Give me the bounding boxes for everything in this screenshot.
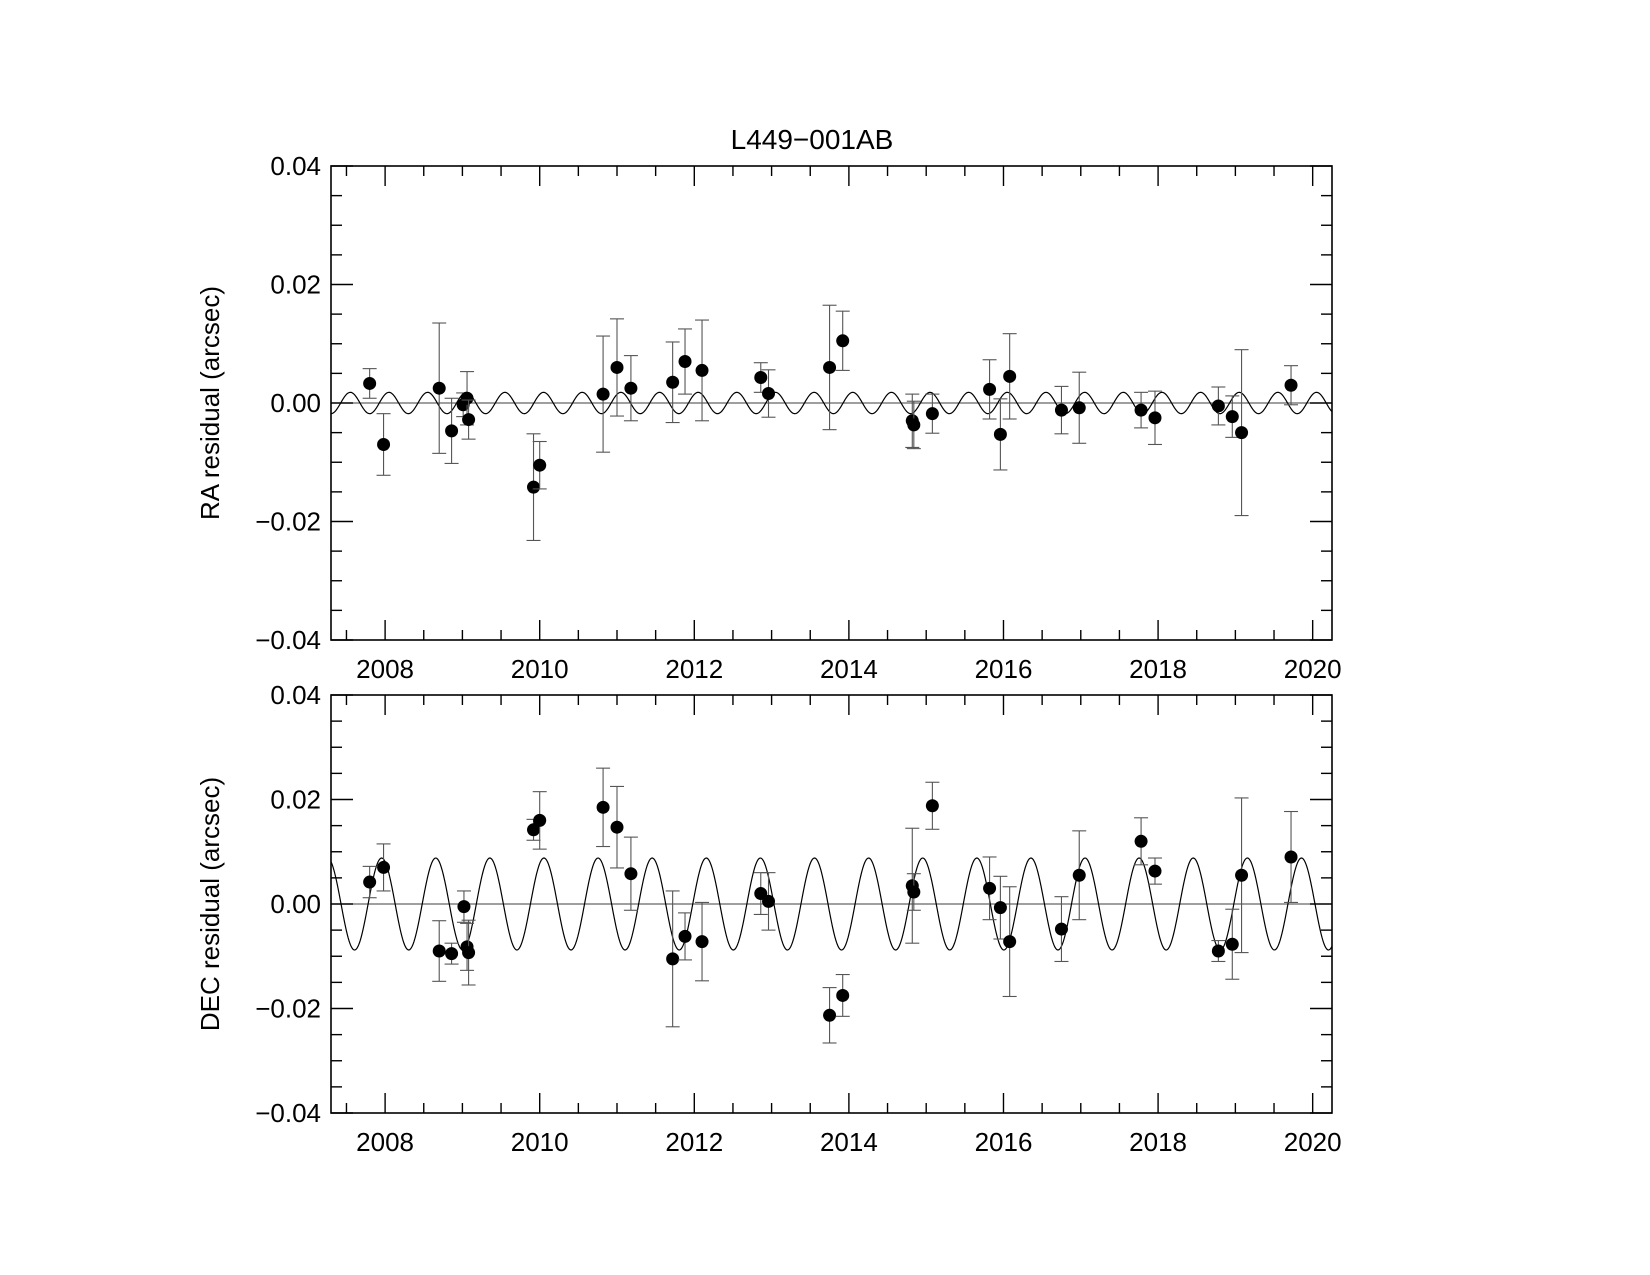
ra-x-tick-label: 2018 <box>1129 654 1187 684</box>
dec-y-axis-label: DEC residual (arcsec) <box>195 777 225 1031</box>
dec-data-point <box>762 894 776 908</box>
ra-y-axis-label: RA residual (arcsec) <box>195 286 225 520</box>
dec-data-point <box>1003 935 1017 949</box>
ra-data-point <box>596 387 610 401</box>
dec-data-point <box>678 929 692 943</box>
ra-data-point <box>1211 399 1225 413</box>
ra-data-point <box>1134 403 1148 417</box>
dec-data-point <box>836 988 850 1002</box>
dec-data-point <box>1211 944 1225 958</box>
dec-y-tick-label: 0.04 <box>270 680 321 710</box>
dec-data-point <box>363 875 377 889</box>
ra-data-point <box>666 375 680 389</box>
dec-x-tick-label: 2010 <box>511 1127 569 1157</box>
dec-data-point <box>1054 922 1068 936</box>
ra-data-point <box>754 371 768 385</box>
ra-data-point <box>907 418 921 432</box>
ra-data-point <box>823 360 837 374</box>
dec-data-point <box>445 947 459 961</box>
ra-data-point <box>1284 378 1298 392</box>
dec-data-point <box>624 867 638 881</box>
dec-data-point <box>993 901 1007 915</box>
dec-data-point <box>823 1008 837 1022</box>
dec-x-tick-label: 2018 <box>1129 1127 1187 1157</box>
dec-data-point <box>610 820 624 834</box>
ra-y-tick-label: −0.04 <box>255 625 321 655</box>
ra-data-point <box>1148 411 1162 425</box>
ra-x-tick-label: 2008 <box>356 654 414 684</box>
ra-data-point <box>527 480 541 494</box>
dec-data-point <box>983 881 997 895</box>
ra-x-tick-label: 2020 <box>1284 654 1342 684</box>
ra-data-point <box>462 413 476 427</box>
dec-x-tick-label: 2008 <box>356 1127 414 1157</box>
dec-data-point <box>1148 864 1162 878</box>
ra-model-curve <box>331 391 1332 415</box>
dec-data-point <box>527 823 541 837</box>
ra-data-point <box>432 381 446 395</box>
ra-y-tick-label: 0.00 <box>270 388 321 418</box>
dec-x-tick-label: 2014 <box>820 1127 878 1157</box>
ra-data-point <box>925 407 939 421</box>
dec-model-curve <box>331 857 1332 951</box>
dec-y-tick-label: 0.00 <box>270 889 321 919</box>
ra-data-point <box>445 424 459 438</box>
dec-data-point <box>377 860 391 874</box>
ra-y-tick-label: 0.04 <box>270 151 321 181</box>
ra-residual-panel: −0.04 −0.02 0.00 0.02 0.04 2008 2010 2012 2014 20… <box>195 151 1342 684</box>
ra-data-point <box>610 360 624 374</box>
ra-data-point <box>363 376 377 390</box>
ra-data-point <box>533 458 547 472</box>
ra-y-tick-label: −0.02 <box>255 507 321 537</box>
dec-data-point <box>666 952 680 966</box>
dec-data-point <box>462 946 476 960</box>
chart-title: L449−001AB <box>731 124 894 155</box>
dec-data-point <box>432 944 446 958</box>
dec-x-tick-label: 2012 <box>665 1127 723 1157</box>
ra-x-tick-label: 2012 <box>665 654 723 684</box>
ra-data-point <box>983 382 997 396</box>
dec-y-tick-label: 0.02 <box>270 785 321 815</box>
dec-data-point <box>1225 937 1239 951</box>
dec-data-point <box>1284 850 1298 864</box>
ra-data-point <box>836 334 850 348</box>
ra-data-point <box>993 427 1007 441</box>
dec-x-tick-label: 2016 <box>975 1127 1033 1157</box>
dec-residual-panel: −0.04 −0.02 0.00 0.02 0.04 2008 2010 2012 2014 20… <box>195 680 1342 1157</box>
dec-data-point <box>1072 868 1086 882</box>
ra-x-tick-label: 2010 <box>511 654 569 684</box>
dec-y-tick-label: −0.02 <box>255 994 321 1024</box>
dec-y-tick-label: −0.04 <box>255 1098 321 1128</box>
dec-data-point <box>1235 868 1249 882</box>
ra-data-point <box>1072 401 1086 415</box>
ra-data-point <box>1054 403 1068 417</box>
ra-y-tick-label: 0.02 <box>270 270 321 300</box>
ra-data-point <box>1003 369 1017 383</box>
dec-data-point <box>533 813 547 827</box>
ra-data-point <box>460 391 474 405</box>
ra-data-point <box>762 387 776 401</box>
ra-data-point <box>377 437 391 451</box>
dec-data-point <box>925 799 939 813</box>
ra-data-point <box>678 355 692 369</box>
dec-data-point <box>596 800 610 814</box>
dec-x-tick-label: 2020 <box>1284 1127 1342 1157</box>
dec-data-point <box>1134 834 1148 848</box>
ra-data-point <box>1225 410 1239 424</box>
dec-data-point <box>695 935 709 949</box>
ra-x-tick-label: 2016 <box>975 654 1033 684</box>
dec-data-point <box>907 885 921 899</box>
ra-data-point <box>1235 426 1249 440</box>
dec-data-point <box>457 900 471 914</box>
ra-data-point <box>624 381 638 395</box>
ra-data-point <box>695 363 709 377</box>
ra-x-tick-label: 2014 <box>820 654 878 684</box>
